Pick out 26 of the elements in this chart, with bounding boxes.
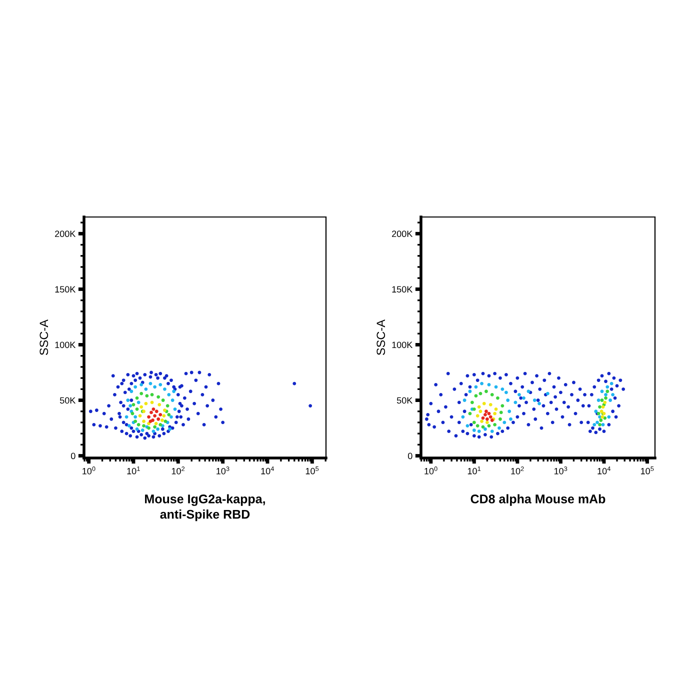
x-tick-label: 10$^{4}$ (261, 466, 274, 474)
y-tick-label: 0 (71, 452, 76, 460)
y-axis-title: SSC-A (376, 319, 386, 356)
x-tick-label: 10$^{5}$ (640, 466, 654, 474)
x-tick-label: 10$^{3}$ (216, 466, 230, 474)
x-tick-label: 10$^{0}$ (82, 466, 96, 474)
x-axis-title: Mouse IgG2a-kappa, anti-Spike RBD (145, 494, 265, 522)
x-tick-label: 10$^{5}$ (306, 466, 319, 474)
y-tick-label: 100K (392, 342, 413, 348)
y-axis-title: SSC-A (40, 319, 48, 356)
y-tick-label: 200K (392, 230, 413, 238)
y-tick-label: 100K (55, 342, 76, 348)
x-tick-label: 10$^{2}$ (172, 466, 185, 474)
y-tick-label: 150K (392, 286, 413, 293)
x-tick-label: 10$^{0}$ (424, 466, 438, 474)
x-tick-label: 10$^{3}$ (554, 466, 568, 474)
x-tick-label: 10$^{1}$ (468, 466, 481, 474)
x-tick-label: 10$^{4}$ (598, 466, 610, 474)
y-tick-label: 50K (60, 397, 76, 404)
x-axis-title: CD8 alpha Mouse mAb (470, 494, 606, 506)
y-tick-label: 50K (396, 397, 413, 404)
y-tick-label: 150K (55, 286, 76, 293)
y-tick-label: 200K (55, 230, 76, 238)
x-tick-label: 10$^{1}$ (127, 466, 140, 474)
x-tick-label: 10$^{2}$ (511, 466, 524, 474)
y-tick-label: 0 (408, 452, 412, 460)
